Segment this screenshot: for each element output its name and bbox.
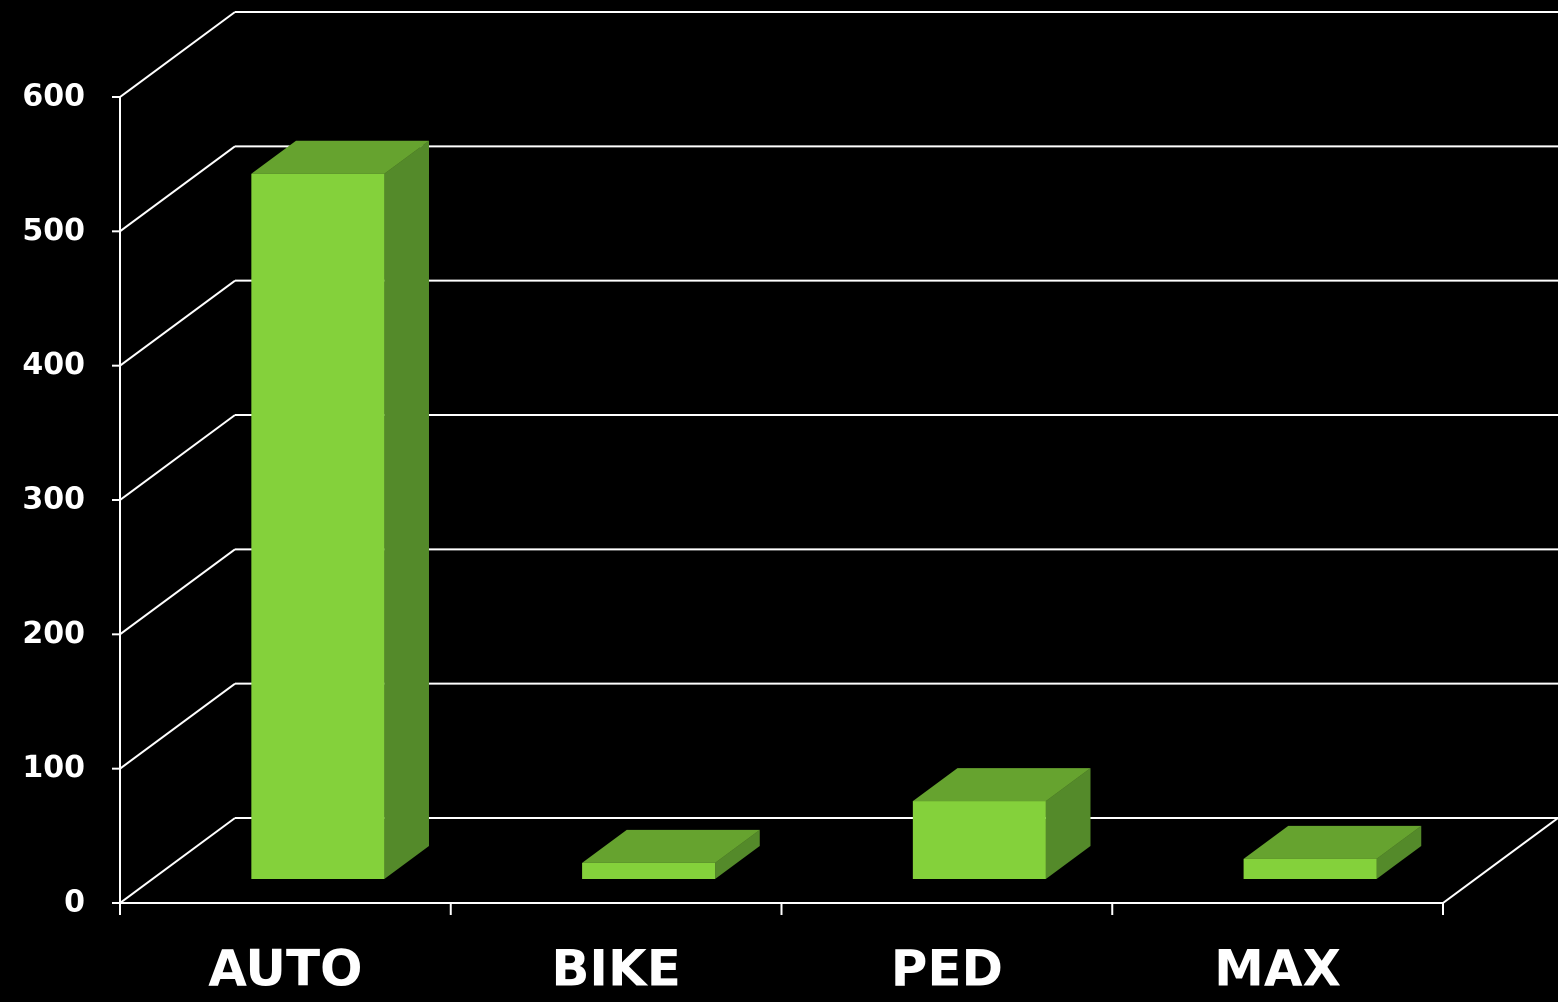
y-tick-label: 0 xyxy=(64,885,85,920)
bar-side xyxy=(384,140,429,879)
bar-top xyxy=(912,768,1091,802)
x-tick-label: PED xyxy=(891,940,1003,998)
floor-edge xyxy=(1442,817,1558,904)
grid-line xyxy=(119,414,236,501)
bar-top xyxy=(251,140,429,174)
y-tick-label: 400 xyxy=(22,347,85,382)
y-tick-label: 100 xyxy=(22,750,85,785)
bar-top xyxy=(582,829,760,863)
grid-line xyxy=(119,11,236,98)
bar-side xyxy=(1045,768,1091,879)
grid-line xyxy=(119,145,236,233)
y-tick-label: 200 xyxy=(22,616,85,651)
bar-top xyxy=(1243,825,1422,859)
grid-line xyxy=(119,817,236,904)
grid-line xyxy=(119,548,236,636)
x-tick-label: MAX xyxy=(1214,940,1341,998)
bar xyxy=(1243,858,1377,879)
x-tick-label: BIKE xyxy=(551,940,681,998)
bar-side xyxy=(715,829,760,879)
x-tick-label: AUTO xyxy=(208,940,362,998)
bar-side xyxy=(1376,825,1422,879)
bar xyxy=(912,801,1046,879)
bar xyxy=(582,862,716,879)
grid-line xyxy=(119,279,236,367)
y-tick-label: 600 xyxy=(22,79,85,114)
grid-line xyxy=(119,682,236,770)
y-tick-label: 500 xyxy=(22,213,85,248)
y-tick-label: 300 xyxy=(22,482,85,517)
bar xyxy=(251,173,385,879)
